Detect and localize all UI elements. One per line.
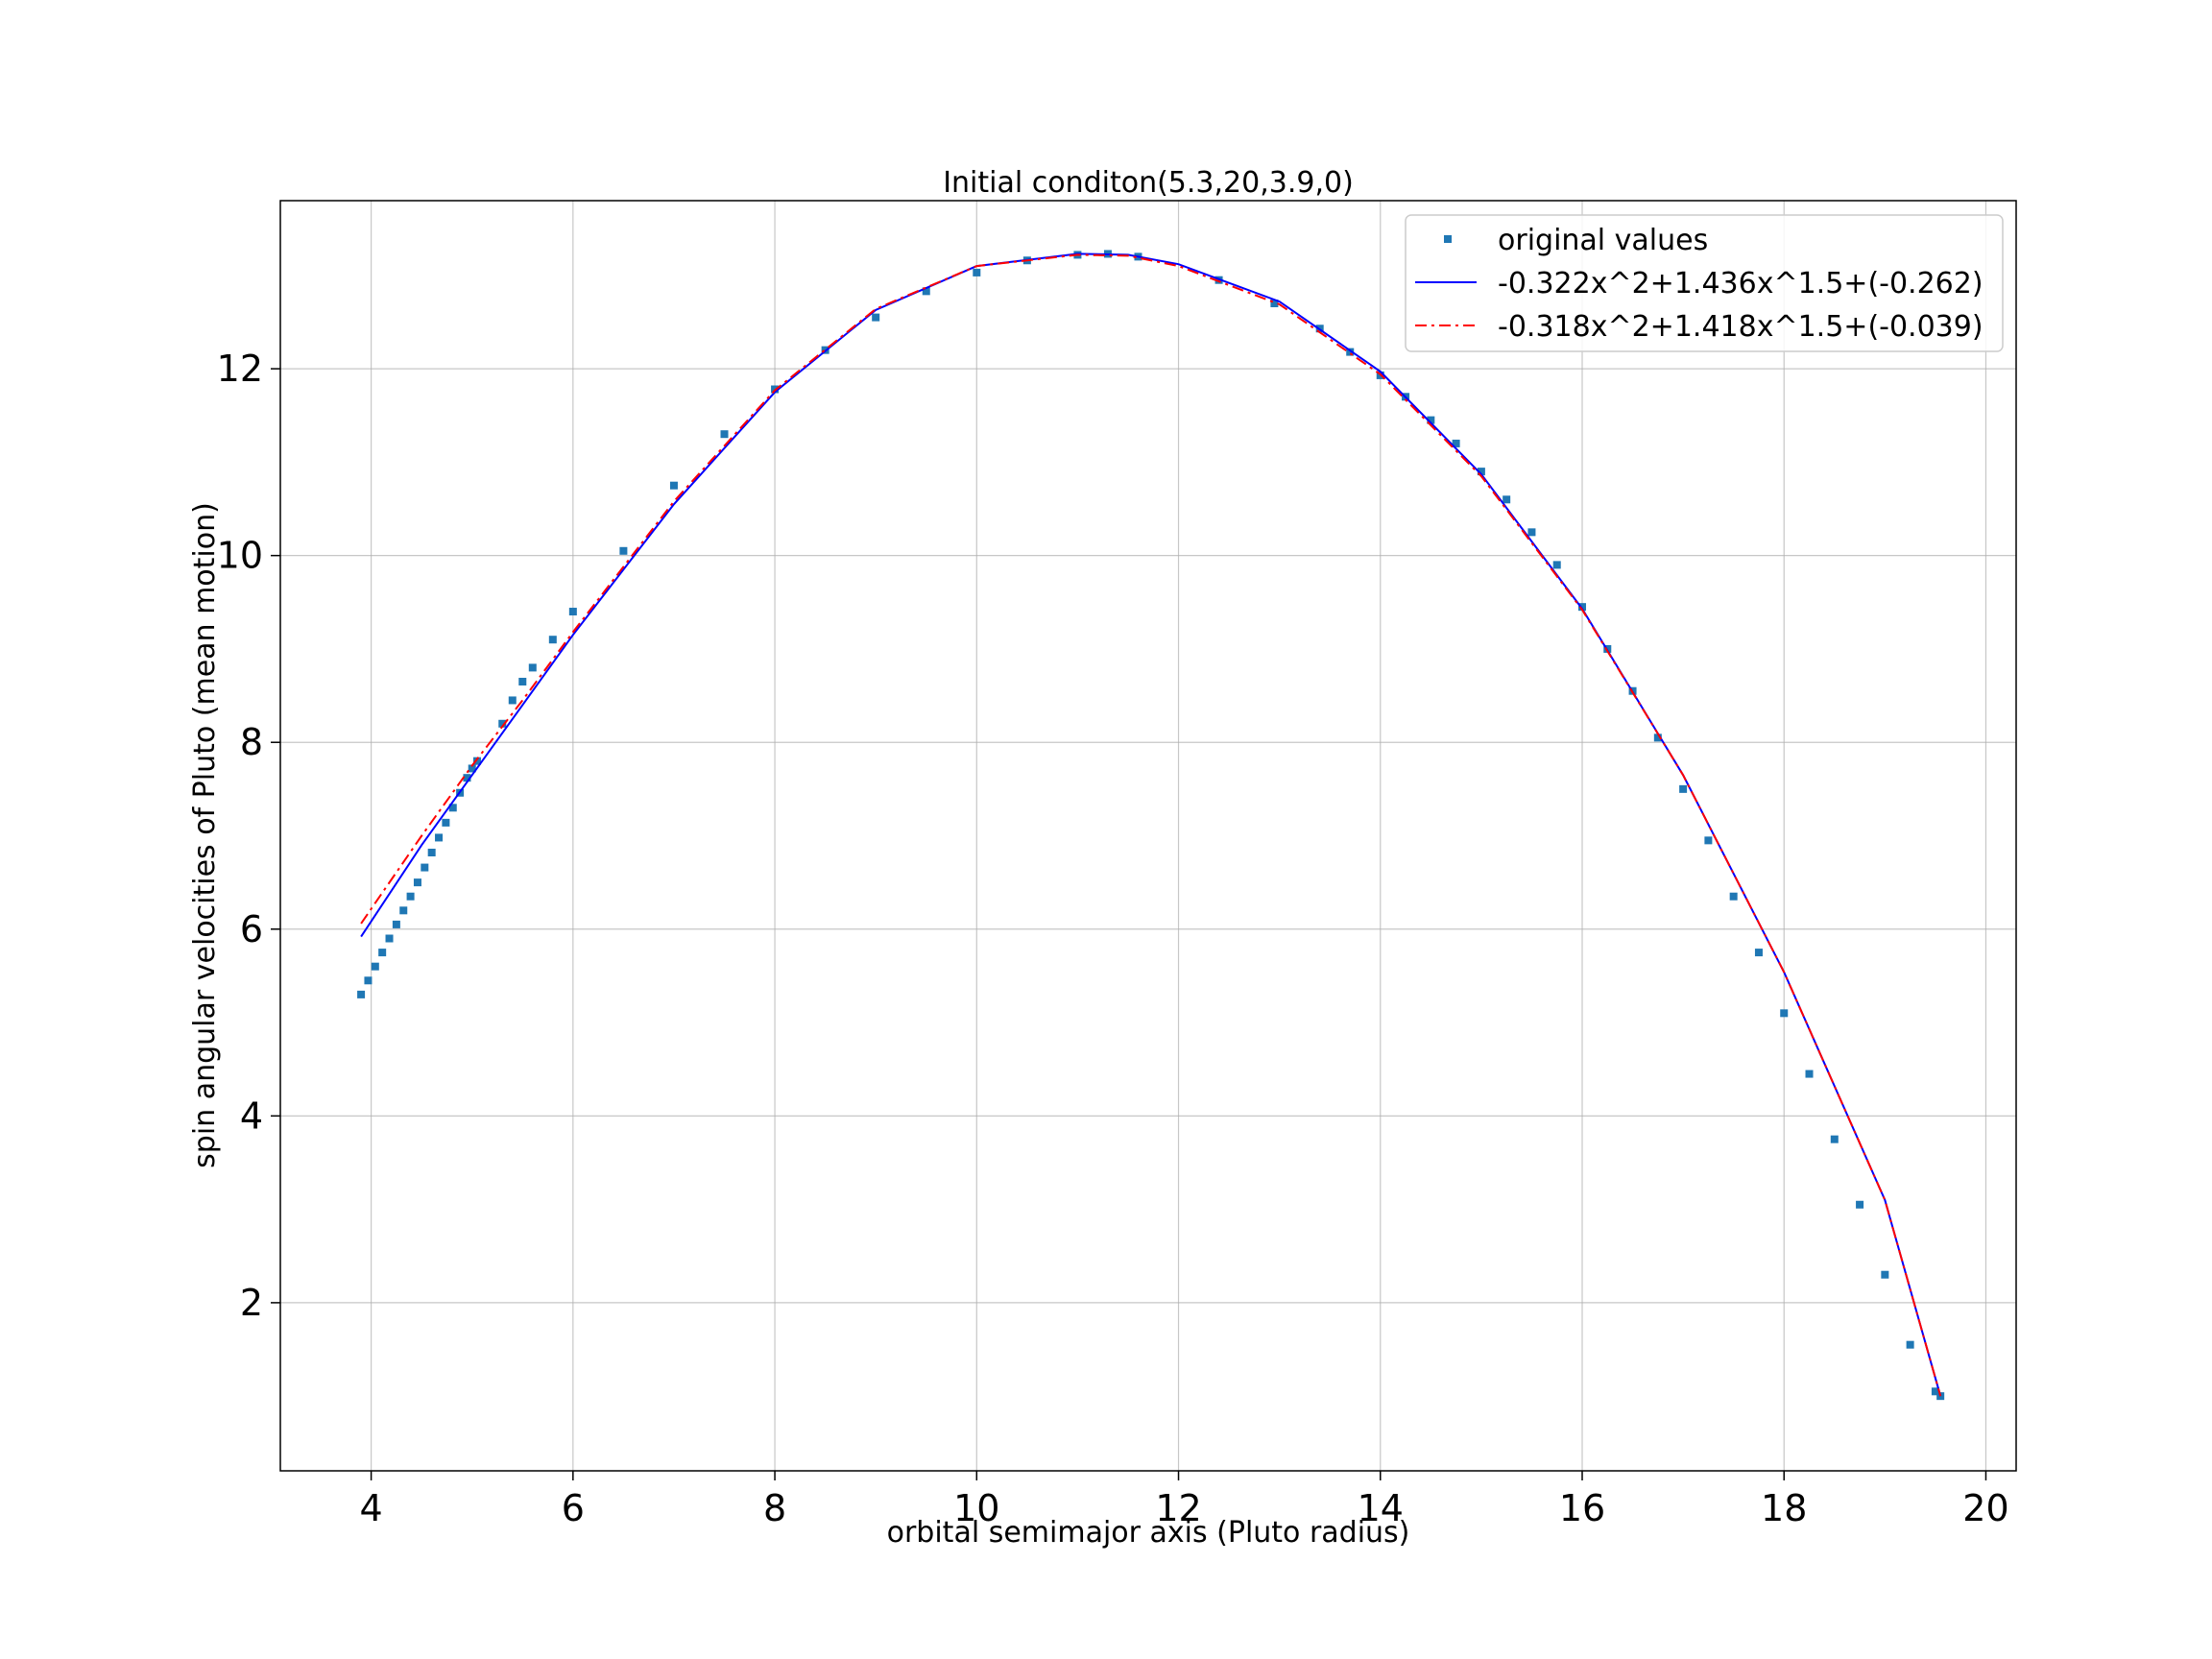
data-point [498,719,507,728]
data-point [357,990,366,998]
data-point [413,878,421,887]
data-point [463,774,471,782]
data-point [1704,836,1713,845]
data-point [1452,439,1460,447]
x-tick-label: 20 [1962,1487,2008,1529]
legend-box [1405,214,2004,352]
data-point [528,663,537,672]
fit-line [360,253,1942,1397]
legend-label: -0.318x^2+1.418x^1.5+(-0.039) [1498,310,1984,344]
data-point [392,920,400,928]
data-point [399,906,408,915]
data-point [1552,561,1561,569]
data-point [1780,1009,1789,1018]
data-point [427,849,436,857]
data-point [385,934,394,943]
y-tick-label: 2 [240,1282,263,1324]
plot-series [357,250,1945,1401]
y-tick-label: 8 [240,721,263,763]
data-point [720,430,729,439]
data-point [508,696,517,705]
x-tick-label: 14 [1358,1487,1404,1529]
data-point [1503,495,1511,504]
data-point [518,677,527,685]
data-point [1270,300,1279,308]
data-point [1578,603,1586,612]
data-point [435,833,444,842]
y-tick-label: 12 [217,348,263,390]
data-point [568,608,577,616]
data-point [442,818,450,827]
data-point [371,962,379,971]
x-axis-label: orbital semimajor axis (Pluto radius) [887,1516,1410,1550]
data-point [1881,1270,1889,1279]
data-point [872,313,880,322]
y-tick-label: 4 [240,1094,263,1137]
data-point [1477,468,1485,476]
data-point [1906,1340,1914,1349]
legend: original values -0.322x^2+1.436x^1.5+(-0.… [1405,214,2004,352]
data-point [378,949,387,957]
data-point [448,804,457,812]
data-point [973,268,981,276]
data-point [1653,733,1662,742]
data-point [1805,1070,1814,1078]
x-tick-label: 8 [763,1487,786,1529]
data-point [1427,416,1435,424]
data-point [1346,348,1355,356]
x-tick-label: 6 [562,1487,585,1529]
data-point [406,892,415,901]
axis-ticks: 4 6 8 10 12 14 16 18 20 2 4 6 8 10 12 [217,348,2009,1529]
data-point [619,546,628,555]
data-point [1754,949,1763,957]
data-point [468,764,476,773]
data-point [1931,1387,1939,1396]
data-point [421,863,429,872]
x-tick-label: 10 [953,1487,999,1529]
x-tick-label: 4 [360,1487,383,1529]
x-tick-label: 18 [1761,1487,1807,1529]
plot-frame [279,200,2017,1472]
chart-title: Initial conditon(5.3,20,3.9,0) [943,166,1354,200]
data-point [1729,892,1738,901]
legend-label: -0.322x^2+1.436x^1.5+(-0.262) [1498,267,1984,301]
grid [280,201,2016,1471]
x-tick-label: 16 [1559,1487,1605,1529]
data-point [669,481,678,490]
legend-label: original values [1498,224,1708,257]
data-point [1527,528,1536,537]
data-point [1679,784,1688,793]
y-axis-label: spin angular velocities of Pluto (mean m… [188,502,222,1168]
legend-entries: original values -0.322x^2+1.436x^1.5+(-0.… [1415,224,1984,344]
data-point [472,757,481,765]
legend-marker [1444,235,1452,243]
data-point [364,976,373,985]
data-point [1856,1200,1864,1209]
y-tick-label: 6 [240,908,263,950]
fit-line [360,252,1942,1397]
x-tick-label: 12 [1155,1487,1201,1529]
data-point [922,287,930,296]
data-point [1830,1135,1839,1143]
data-point [548,636,557,644]
y-tick-label: 10 [217,535,263,577]
